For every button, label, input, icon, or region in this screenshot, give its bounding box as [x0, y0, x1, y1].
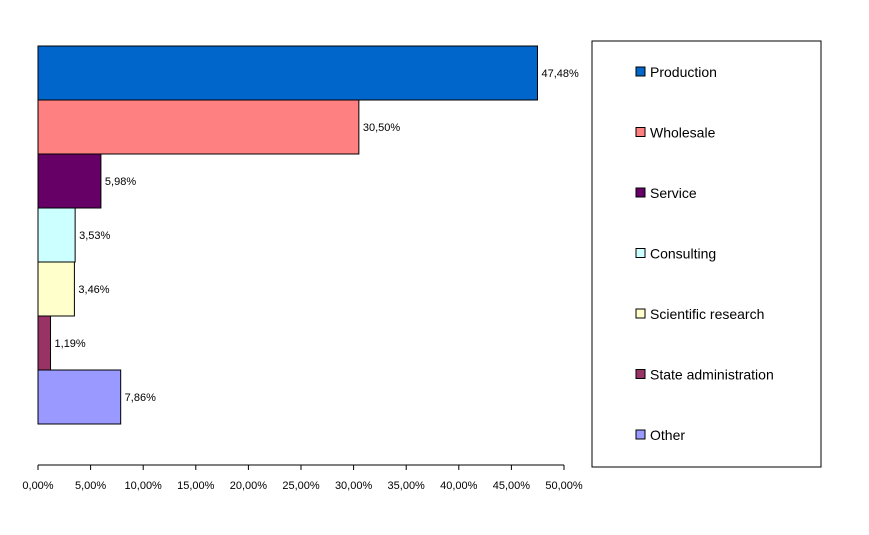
x-tick-label: 35,00% [388, 480, 426, 492]
legend-swatch-wholesale [635, 127, 646, 137]
legend-swatch-production [635, 66, 646, 77]
x-tick-label: 10,00% [125, 480, 163, 492]
data-label-service: 5,98% [105, 176, 136, 188]
legend-label-consulting: Consulting [650, 246, 716, 262]
legend-swatch-scientific-research [635, 308, 646, 319]
data-label-state-administration: 1,19% [55, 338, 86, 350]
x-tick-label: 30,00% [335, 480, 373, 492]
x-tick-label: 45,00% [493, 480, 531, 492]
x-tick-label: 0,00% [22, 480, 53, 492]
x-tick-label: 40,00% [440, 480, 478, 492]
bar-wholesale [37, 99, 360, 155]
x-tick-label: 15,00% [177, 480, 215, 492]
legend-label-production: Production [650, 64, 717, 80]
legend-swatch-other [635, 429, 646, 440]
legend: Production Wholesale Service Consulting Scie… [591, 40, 822, 468]
x-tick-label: 20,00% [230, 480, 268, 492]
legend-swatch-consulting [635, 248, 646, 258]
legend-swatch-state-administration [635, 369, 646, 379]
legend-box [591, 40, 822, 468]
bar-service [37, 153, 102, 209]
legend-label-state-administration: State administration [650, 367, 774, 383]
legend-label-scientific-research: Scientific research [650, 306, 764, 322]
legend-label-other: Other [650, 427, 685, 443]
x-tick-label: 50,00% [545, 480, 583, 492]
bar-other [37, 369, 122, 425]
bar-scientific-research [37, 261, 75, 317]
x-tick-label: 25,00% [282, 480, 320, 492]
bar-state-administration [37, 315, 52, 371]
data-label-scientific-research: 3,46% [78, 284, 109, 296]
bars-group: 47,48% 30,50% 5,98% 3,53% 3,46% 1,19% 7,86% [37, 45, 579, 425]
x-axis: 0,00% 5,00% 10,00% 15,00% 20,00% 25,00% 30,00%… [22, 464, 583, 492]
legend-label-wholesale: Wholesale [650, 125, 716, 141]
bar-consulting [37, 207, 76, 263]
data-label-production: 47,48% [541, 68, 579, 80]
legend-label-service: Service [650, 185, 697, 201]
data-label-wholesale: 30,50% [363, 122, 401, 134]
data-label-consulting: 3,53% [79, 230, 110, 242]
data-label-other: 7,86% [125, 392, 156, 404]
x-tick-label: 5,00% [75, 480, 106, 492]
legend-swatch-service [635, 187, 646, 198]
bar-production [37, 45, 538, 101]
